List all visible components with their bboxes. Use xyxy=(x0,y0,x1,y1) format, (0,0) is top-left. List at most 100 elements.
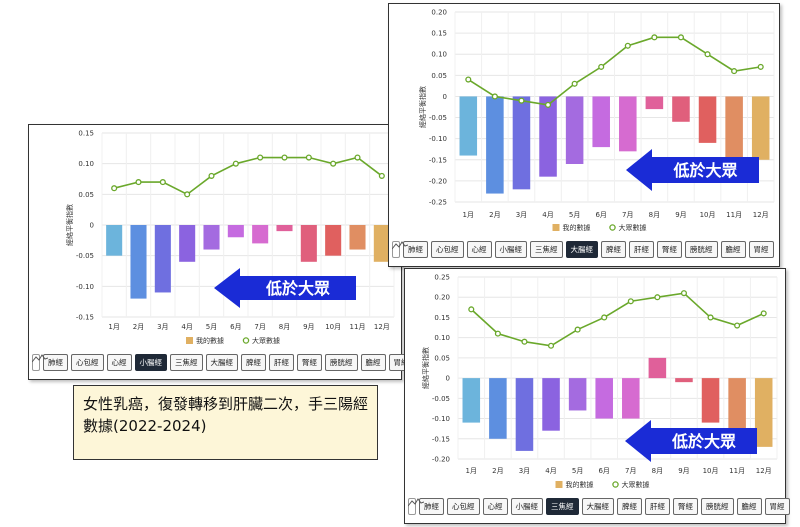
bar-mark xyxy=(675,378,693,383)
y-axis-label: 經絡平衡指數 xyxy=(65,204,74,246)
line-point xyxy=(465,76,472,83)
tab-肝經[interactable]: 肝經 xyxy=(629,241,654,258)
bar-mark xyxy=(645,96,664,110)
y-tick-label: -0.10 xyxy=(429,135,447,143)
tab-膀胱經[interactable]: 膀胱經 xyxy=(701,498,734,515)
tab-肺經[interactable]: 肺經 xyxy=(403,241,428,258)
legend-swatch-public xyxy=(609,224,616,231)
tab-腎經[interactable]: 腎經 xyxy=(297,354,322,371)
x-tick-label: 11月 xyxy=(350,323,366,331)
y-tick-label: 0.05 xyxy=(431,72,447,80)
y-tick-label: 0 xyxy=(90,222,94,230)
tab-心經[interactable]: 心經 xyxy=(466,241,492,258)
legend-swatch-mine xyxy=(186,337,193,344)
x-tick-label: 11月 xyxy=(729,467,745,475)
bar-mark xyxy=(252,225,269,244)
tab-大腸經[interactable]: 大腸經 xyxy=(581,498,614,515)
bar-mark xyxy=(154,225,171,293)
line-point xyxy=(494,330,501,337)
y-tick-label: 0.20 xyxy=(434,294,450,302)
tab-小腸經[interactable]: 小腸經 xyxy=(510,498,543,515)
tab-心經[interactable]: 心經 xyxy=(106,354,132,371)
line-point xyxy=(257,154,264,161)
tab-心包經[interactable]: 心包經 xyxy=(71,354,104,371)
tab-三焦經[interactable]: 三焦經 xyxy=(530,241,563,258)
legend-swatch-mine xyxy=(552,224,560,231)
mountain-chart-icon[interactable] xyxy=(408,498,424,515)
tab-膽經[interactable]: 膽經 xyxy=(720,241,746,258)
tab-心包經[interactable]: 心包經 xyxy=(431,241,464,258)
tab-大腸經[interactable]: 大腸經 xyxy=(565,241,598,258)
line-point xyxy=(707,314,714,321)
x-tick-label: 10月 xyxy=(703,467,719,475)
annotation-label: 低於大眾 xyxy=(265,279,330,298)
legend-label: 大眾數據 xyxy=(619,223,647,232)
bar-mark xyxy=(512,96,531,190)
line-point xyxy=(518,97,525,104)
y-tick-label: -0.15 xyxy=(432,435,450,443)
annotation-label: 低於大眾 xyxy=(672,161,737,180)
mountain-chart-icon[interactable] xyxy=(32,354,48,371)
mountain-chart-icon[interactable] xyxy=(392,241,408,258)
chart-panel-large-intestine: 0.20 0.15 0.10 0.05 0 -0.05 -0.10 -0.15 -0.20 -0.… xyxy=(388,3,780,267)
bar-mark xyxy=(276,225,293,232)
legend-label: 我的數據 xyxy=(196,336,224,345)
line-point xyxy=(135,179,142,186)
x-tick-label: 9月 xyxy=(678,467,689,475)
line-point xyxy=(574,326,581,333)
tab-肝經[interactable]: 肝經 xyxy=(645,498,670,515)
bar-mark xyxy=(701,378,720,423)
tab-心包經[interactable]: 心包經 xyxy=(447,498,480,515)
bar-mark xyxy=(568,378,587,411)
line-point xyxy=(627,298,634,305)
tab-腎經[interactable]: 腎經 xyxy=(673,498,698,515)
tab-膀胱經[interactable]: 膀胱經 xyxy=(685,241,718,258)
bar-mark xyxy=(325,225,342,256)
tab-腎經[interactable]: 腎經 xyxy=(657,241,682,258)
y-tick-label: 0.10 xyxy=(434,334,450,342)
bar-mark xyxy=(489,378,507,439)
chart-svg: 0.20 0.15 0.10 0.05 0 -0.05 -0.10 -0.15 -0.20 -0.… xyxy=(418,9,775,232)
line-point xyxy=(601,314,608,321)
tab-肺經[interactable]: 肺經 xyxy=(43,354,68,371)
tab-脾經[interactable]: 脾經 xyxy=(241,354,266,371)
tab-三焦經[interactable]: 三焦經 xyxy=(546,498,579,515)
tab-三焦經[interactable]: 三焦經 xyxy=(170,354,203,371)
line-point xyxy=(208,172,215,179)
tab-脾經[interactable]: 脾經 xyxy=(617,498,642,515)
y-axis-label: 經絡平衡指數 xyxy=(421,347,430,389)
tab-心經[interactable]: 心經 xyxy=(482,498,508,515)
tab-膽經[interactable]: 膽經 xyxy=(736,498,762,515)
x-tick-label: 6月 xyxy=(230,323,241,331)
tab-大腸經[interactable]: 大腸經 xyxy=(205,354,238,371)
y-tick-label: -0.10 xyxy=(76,283,94,291)
tab-肝經[interactable]: 肝經 xyxy=(269,354,294,371)
tab-胃經[interactable]: 胃經 xyxy=(764,498,790,515)
meridian-tabs: 肺經 心包經 心經 小腸經 三焦經 大腸經 脾經 肝經 腎經 膀胱經 膽經 胃經 xyxy=(32,354,414,371)
x-tick-label: 10月 xyxy=(325,323,341,331)
legend-swatch-mine xyxy=(555,481,563,488)
tab-小腸經[interactable]: 小腸經 xyxy=(134,354,167,371)
line-point xyxy=(281,154,288,161)
tab-肺經[interactable]: 肺經 xyxy=(419,498,444,515)
tab-膽經[interactable]: 膽經 xyxy=(360,354,386,371)
chart-panel-triple-burner: 0.25 0.20 0.15 0.10 0.05 0 -0.05 -0.10 -0.15 -0.2… xyxy=(404,268,790,524)
tab-膀胱經[interactable]: 膀胱經 xyxy=(325,354,358,371)
tab-小腸經[interactable]: 小腸經 xyxy=(494,241,527,258)
x-tick-label: 3月 xyxy=(157,323,168,331)
line-point xyxy=(305,154,312,161)
x-tick-label: 4月 xyxy=(181,323,192,331)
chart-panel-small-intestine: 0.15 0.10 0.05 0 -0.05 -0.10 -0.15 經絡平衡指數 1月 2月 3月… xyxy=(28,124,414,380)
x-tick-label: 6月 xyxy=(595,211,606,219)
legend-label: 我的數據 xyxy=(563,223,591,232)
caption-note: 女性乳癌，復發轉移到肝臟二次，手三陽經數據(2022-2024) xyxy=(73,385,378,460)
bar-mark xyxy=(648,357,667,379)
tab-脾經[interactable]: 脾經 xyxy=(601,241,626,258)
bar-mark xyxy=(592,96,610,148)
tab-胃經[interactable]: 胃經 xyxy=(748,241,774,258)
x-tick-label: 2月 xyxy=(492,467,503,475)
y-tick-label: 0.15 xyxy=(431,30,447,38)
x-tick-label: 7月 xyxy=(622,211,633,219)
line-point xyxy=(757,63,764,70)
series-line xyxy=(113,156,383,196)
